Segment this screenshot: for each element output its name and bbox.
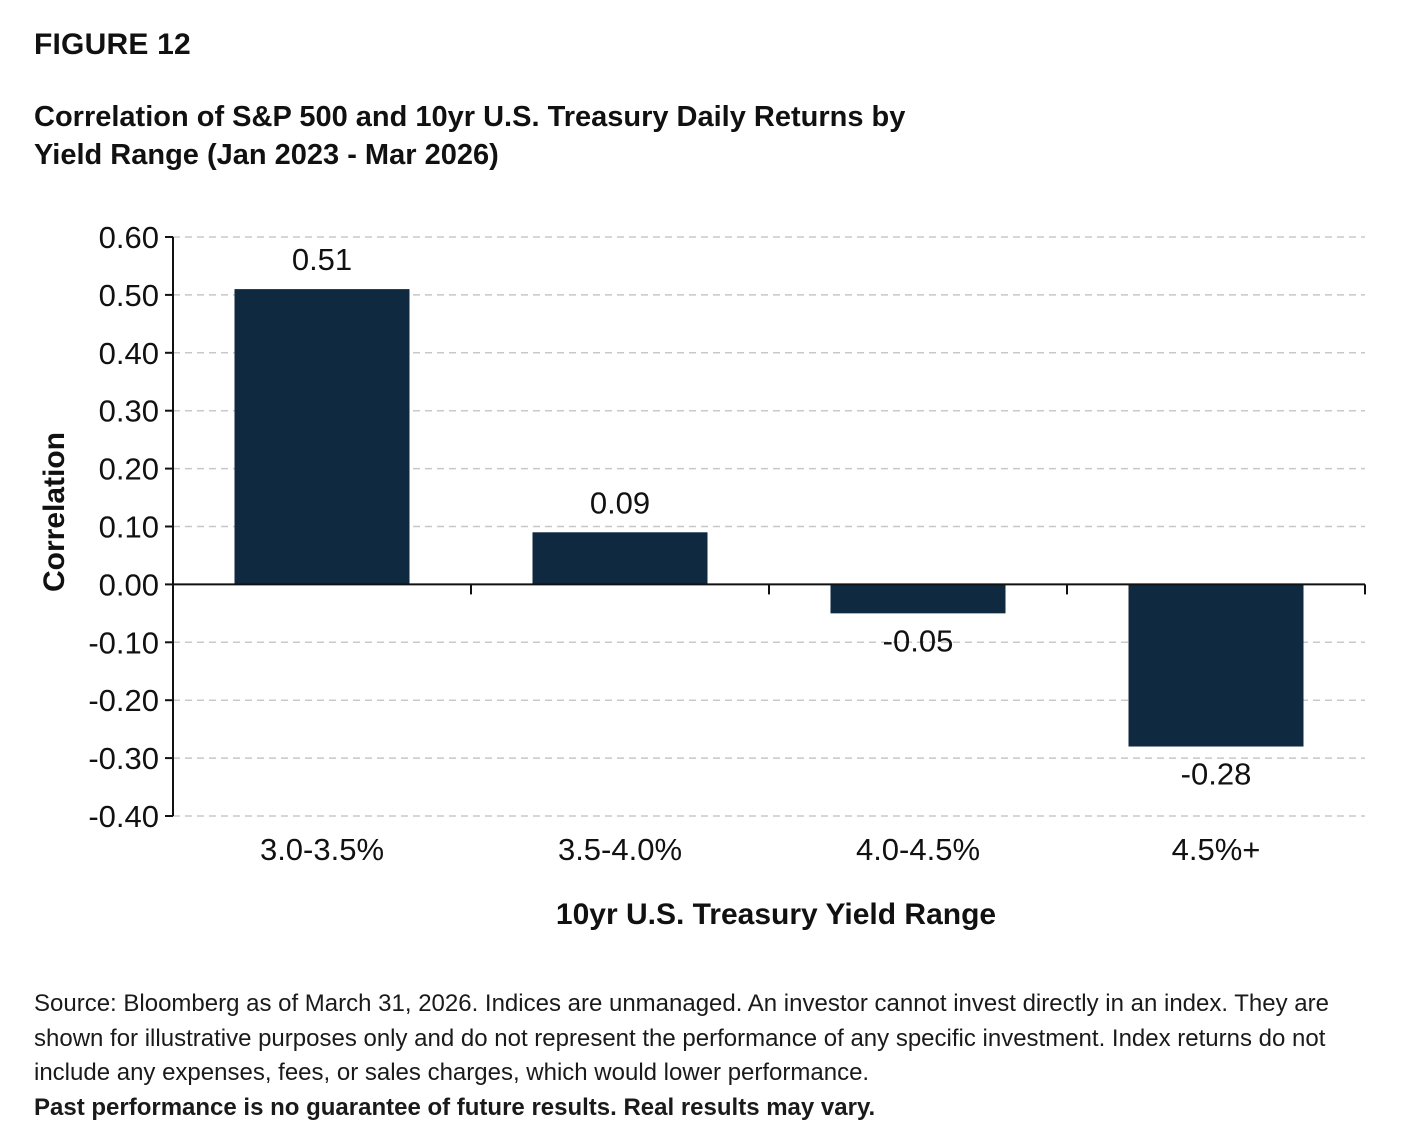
disclaimer-text: Past performance is no guarantee of futu… bbox=[34, 1093, 876, 1121]
chart-title-line-2: Yield Range (Jan 2023 - Mar 2026) bbox=[34, 139, 499, 171]
data-label: -0.28 bbox=[1181, 757, 1252, 792]
y-tick-label: 0.00 bbox=[99, 567, 159, 602]
x-tick-label: 3.5-4.0% bbox=[558, 832, 682, 867]
bar-chart: 0.60 0.50 0.40 0.30 0.20 0.10 0.00 -0.10 -0.20 -0… bbox=[38, 220, 1366, 931]
source-note-text: Source: Bloomberg as of March 31, 2026. … bbox=[34, 990, 1329, 1086]
bar bbox=[1128, 584, 1304, 747]
figure-label: FIGURE 12 bbox=[34, 28, 191, 61]
axes bbox=[165, 236, 1366, 817]
y-tick-label: 0.50 bbox=[99, 278, 159, 313]
chart-title: Correlation of S&P 500 and 10yr U.S. Tre… bbox=[34, 98, 1034, 174]
y-tick-label: 0.20 bbox=[99, 452, 159, 487]
y-tick-label: -0.40 bbox=[88, 799, 159, 834]
data-label: 0.51 bbox=[292, 242, 352, 277]
x-axis-title: 10yr U.S. Treasury Yield Range bbox=[556, 898, 996, 931]
y-tick-label: -0.10 bbox=[88, 625, 159, 660]
labels: 0.60 0.50 0.40 0.30 0.20 0.10 0.00 -0.10 -0.20 -0… bbox=[38, 220, 1260, 931]
chart-title-line-1: Correlation of S&P 500 and 10yr U.S. Tre… bbox=[34, 101, 906, 133]
source-note: Source: Bloomberg as of March 31, 2026. … bbox=[34, 987, 1379, 1125]
y-tick-label: 0.60 bbox=[99, 220, 159, 255]
bar bbox=[234, 289, 410, 585]
y-tick-label: -0.20 bbox=[88, 683, 159, 718]
y-tick-label: 0.10 bbox=[99, 510, 159, 545]
bar bbox=[830, 584, 1006, 614]
y-tick-label: 0.30 bbox=[99, 394, 159, 429]
data-label: 0.09 bbox=[590, 485, 650, 520]
x-tick-label: 4.5%+ bbox=[1172, 832, 1261, 867]
bars bbox=[234, 289, 1304, 747]
x-tick-label: 3.0-3.5% bbox=[260, 832, 384, 867]
x-tick-label: 4.0-4.5% bbox=[856, 832, 980, 867]
y-tick-label: -0.30 bbox=[88, 741, 159, 776]
bar bbox=[532, 532, 708, 585]
y-axis-title: Correlation bbox=[38, 432, 71, 592]
data-label: -0.05 bbox=[883, 623, 954, 658]
y-tick-label: 0.40 bbox=[99, 336, 159, 371]
